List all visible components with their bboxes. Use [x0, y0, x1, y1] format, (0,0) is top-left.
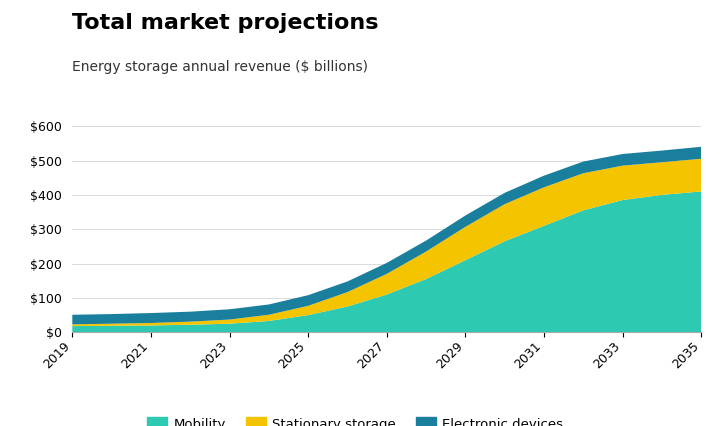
Text: Total market projections: Total market projections	[72, 13, 379, 33]
Legend: Mobility, Stationary storage, Electronic devices: Mobility, Stationary storage, Electronic…	[142, 412, 568, 426]
Text: Energy storage annual revenue ($ billions): Energy storage annual revenue ($ billion…	[72, 60, 368, 74]
